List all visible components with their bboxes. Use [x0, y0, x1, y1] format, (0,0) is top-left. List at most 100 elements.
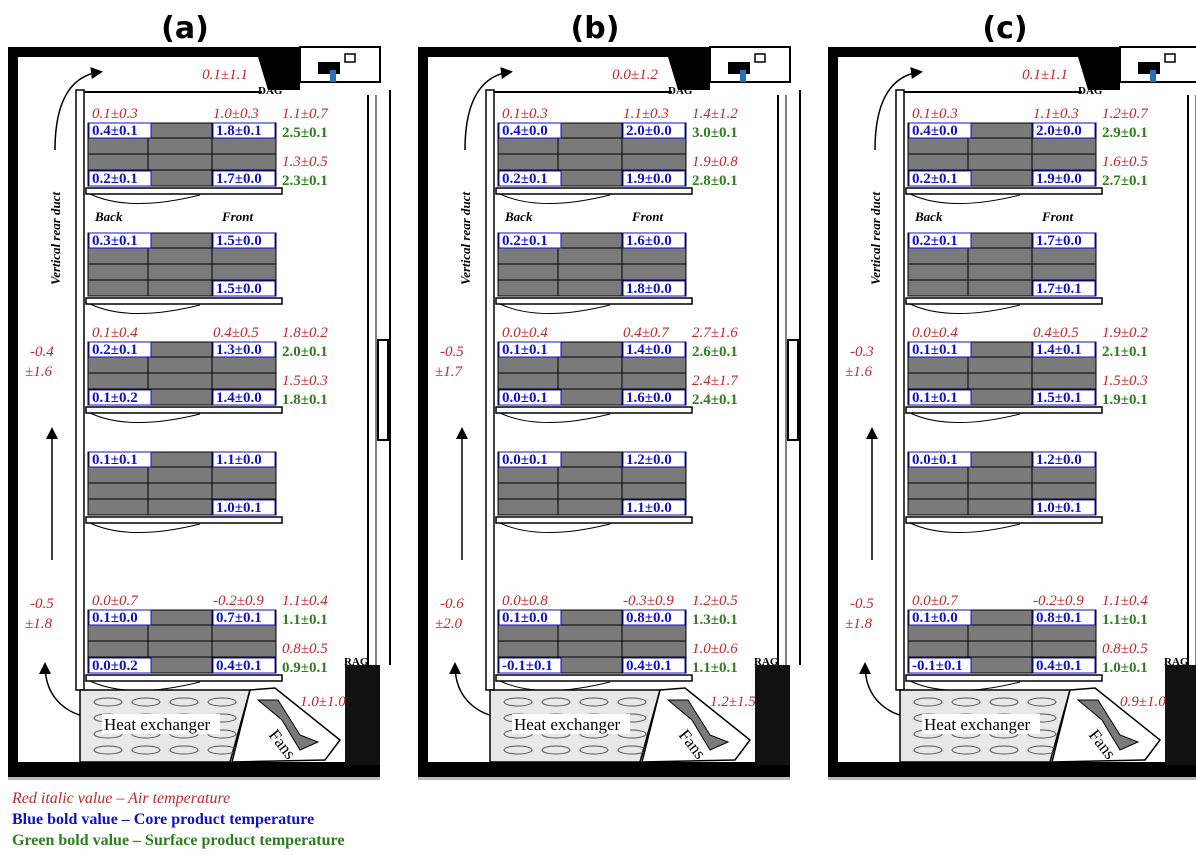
back-label: Back [504, 209, 533, 224]
core-bottom-front: 1.9±0.0 [626, 171, 672, 187]
panel-title: (a) [161, 11, 209, 46]
surface-bottom-temp: 1.8±0.1 [282, 392, 328, 408]
core-top-front: 1.4±0.1 [1036, 342, 1082, 358]
shelf: 0.4±0.0 2.0±0.0 1.9±0.0 0.2±0.1 0.1±0.3 1.1±0… [495, 106, 738, 204]
core-top-front: 2.0±0.0 [1036, 123, 1082, 139]
dag-air-temp: 0.0±1.2 [612, 67, 658, 83]
surface-top-temp: 2.1±0.1 [1102, 344, 1148, 360]
core-bottom-back: 0.2±0.1 [502, 171, 548, 187]
shelf: 0.2±0.1 1.3±0.0 1.4±0.0 0.1±0.2 0.1±0.4 0.4±0… [85, 325, 328, 423]
air-front-bottom-temp: 0.8±0.5 [1102, 641, 1148, 657]
shelf: 0.1±0.1 1.4±0.0 1.6±0.0 0.0±0.1 0.0±0.4 0.4±0… [495, 325, 739, 423]
air-front-temp: 1.0±0.3 [213, 106, 259, 122]
dag-air-temp: 0.1±1.1 [202, 67, 248, 83]
shelf: 0.1±0.1 1.1±0.0 1.0±0.1 [85, 451, 283, 533]
heat-exchanger-label: Heat exchanger [924, 715, 1031, 734]
duct-lower-sd: ±1.8 [25, 616, 52, 632]
shelf: 0.2±0.1 1.7±0.0 1.7±0.1 [905, 232, 1103, 314]
air-front-top-temp: 1.9±0.2 [1102, 325, 1148, 341]
fans: Fans [641, 687, 752, 763]
duct-upper-sd: ±1.7 [435, 364, 463, 380]
core-bottom-back: 0.2±0.1 [92, 171, 138, 187]
air-front-top-temp: 2.7±1.6 [692, 325, 738, 341]
core-bottom-back: 0.0±0.1 [502, 390, 548, 406]
core-bottom-back: -0.1±0.1 [912, 658, 963, 674]
dag-label: DAG [258, 85, 283, 97]
core-top-front: 0.8±0.1 [1036, 610, 1082, 626]
shelf: 0.0±0.1 1.2±0.0 1.1±0.0 [495, 451, 693, 533]
rear-duct-label: Vertical rear duct [458, 191, 473, 285]
duct-lower-temp: -0.6 [440, 596, 464, 612]
core-bottom-front: 1.6±0.0 [626, 390, 672, 406]
core-top-back: 0.2±0.1 [502, 233, 548, 249]
core-bottom-back: 0.1±0.1 [912, 390, 958, 406]
duct-upper-temp: -0.5 [440, 344, 464, 360]
core-bottom-front: 1.8±0.0 [626, 281, 672, 297]
surface-top-temp: 2.5±0.1 [282, 125, 328, 141]
shelf: 0.4±0.1 1.8±0.1 1.7±0.0 0.2±0.1 0.1±0.3 1.0±0… [85, 106, 329, 204]
air-front-temp: -0.2±0.9 [1033, 593, 1084, 609]
core-bottom-back: 0.1±0.2 [92, 390, 138, 406]
shelf: 0.1±0.0 0.8±0.0 0.4±0.1 -0.1±0.1 0.0±0.8 -0.3… [495, 593, 738, 691]
rag-label: RAG [1164, 656, 1189, 668]
surface-top-temp: 1.1±0.1 [1102, 612, 1148, 628]
core-top-back: 0.3±0.1 [92, 233, 138, 249]
surface-bottom-temp: 2.4±0.1 [692, 392, 738, 408]
duct-lower-sd: ±1.8 [845, 616, 872, 632]
air-front-top-temp: 1.4±1.2 [692, 106, 738, 122]
surface-bottom-temp: 0.9±0.1 [282, 660, 328, 676]
surface-top-temp: 2.9±0.1 [1102, 125, 1148, 141]
core-bottom-back: -0.1±0.1 [502, 658, 553, 674]
rear-duct-label: Vertical rear duct [48, 191, 63, 285]
cabinet-panel: (c) Vertical rear duct 0.1±1.1 DAG 0.4±0.0 2.… [828, 11, 1196, 780]
air-front-top-temp: 1.1±0.7 [282, 106, 329, 122]
air-back-temp: 0.1±0.3 [502, 106, 548, 122]
core-top-front: 1.1±0.0 [216, 452, 262, 468]
core-top-back: 0.1±0.0 [92, 610, 138, 626]
core-bottom-front: 1.0±0.1 [216, 500, 262, 516]
surface-top-temp: 3.0±0.1 [692, 125, 738, 141]
core-top-front: 0.7±0.1 [216, 610, 262, 626]
dag-air-temp: 0.1±1.1 [1022, 67, 1068, 83]
duct-upper-sd: ±1.6 [845, 364, 872, 380]
legend-air: Red italic value – Air temperature [11, 790, 230, 807]
duct-lower-sd: ±2.0 [435, 616, 462, 632]
core-top-back: 0.1±0.1 [912, 342, 958, 358]
core-bottom-front: 1.4±0.0 [216, 390, 262, 406]
surface-top-temp: 2.0±0.1 [282, 344, 328, 360]
air-front-temp: -0.2±0.9 [213, 593, 264, 609]
core-top-back: 0.1±0.0 [912, 610, 958, 626]
air-back-temp: 0.0±0.7 [92, 593, 139, 609]
core-top-back: 0.1±0.1 [92, 452, 138, 468]
core-bottom-back: 0.0±0.2 [92, 658, 138, 674]
surface-top-temp: 1.1±0.1 [282, 612, 328, 628]
rag-label: RAG [754, 656, 779, 668]
air-front-temp: -0.3±0.9 [623, 593, 674, 609]
air-front-top-temp: 1.1±0.4 [1102, 593, 1148, 609]
shelf: 0.2±0.1 1.6±0.0 1.8±0.0 [495, 232, 693, 314]
air-back-temp: 0.1±0.3 [912, 106, 958, 122]
air-front-top-temp: 1.1±0.4 [282, 593, 328, 609]
fans-air-temp: 0.9±1.0 [1120, 694, 1166, 710]
core-bottom-front: 1.5±0.1 [1036, 390, 1082, 406]
back-label: Back [914, 209, 943, 224]
duct-upper-sd: ±1.6 [25, 364, 52, 380]
shelf: 0.1±0.0 0.7±0.1 0.4±0.1 0.0±0.2 0.0±0.7 -0.2±… [85, 593, 328, 691]
front-label: Front [631, 209, 663, 224]
panel-title: (b) [571, 11, 620, 46]
duct-upper-temp: -0.3 [850, 344, 874, 360]
air-front-bottom-temp: 0.8±0.5 [282, 641, 328, 657]
core-bottom-back: 0.2±0.1 [912, 171, 958, 187]
core-bottom-front: 0.4±0.1 [626, 658, 672, 674]
surface-top-temp: 1.3±0.1 [692, 612, 738, 628]
duct-upper-temp: -0.4 [30, 344, 54, 360]
surface-bottom-temp: 1.0±0.1 [1102, 660, 1148, 676]
air-front-bottom-temp: 1.3±0.5 [282, 154, 328, 170]
shelf: 0.3±0.1 1.5±0.0 1.5±0.0 [85, 232, 283, 314]
heat-exchanger-label: Heat exchanger [104, 715, 211, 734]
air-front-bottom-temp: 2.4±1.7 [692, 373, 739, 389]
shelf: 0.1±0.1 1.4±0.11.5±0.10.1±0.10.0±0.4 0.4±0… [905, 325, 1148, 423]
duct-lower-temp: -0.5 [30, 596, 54, 612]
surface-bottom-temp: 2.3±0.1 [282, 173, 328, 189]
